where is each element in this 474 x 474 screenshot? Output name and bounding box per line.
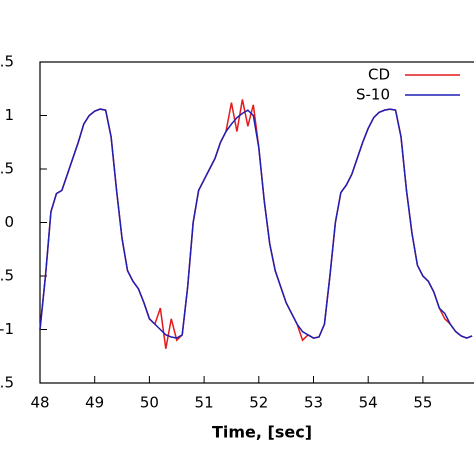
y-tick-label: 0.5 xyxy=(0,160,14,178)
x-tick-label: 55 xyxy=(413,394,432,412)
x-tick-label: 51 xyxy=(195,394,214,412)
legend-label: S-10 xyxy=(356,86,390,104)
line-series xyxy=(39,108,473,339)
y-tick-label: -0.5 xyxy=(0,267,14,285)
x-tick-label: 54 xyxy=(359,394,378,412)
x-tick-label: 52 xyxy=(249,394,268,412)
y-tick-label: 1.5 xyxy=(0,53,14,71)
y-tick-label: -1.5 xyxy=(0,374,14,392)
legend-label: CD xyxy=(368,66,390,84)
x-tick-label: 48 xyxy=(30,394,49,412)
x-axis-label: Time, [sec] xyxy=(212,423,312,442)
line-series xyxy=(39,99,473,349)
x-tick-label: 49 xyxy=(85,394,104,412)
x-tick-label: 53 xyxy=(304,394,323,412)
y-tick-label: -1 xyxy=(0,320,14,338)
y-tick-label: 1 xyxy=(4,106,14,124)
y-tick-label: 0 xyxy=(4,213,14,231)
x-tick-label: 50 xyxy=(140,394,159,412)
